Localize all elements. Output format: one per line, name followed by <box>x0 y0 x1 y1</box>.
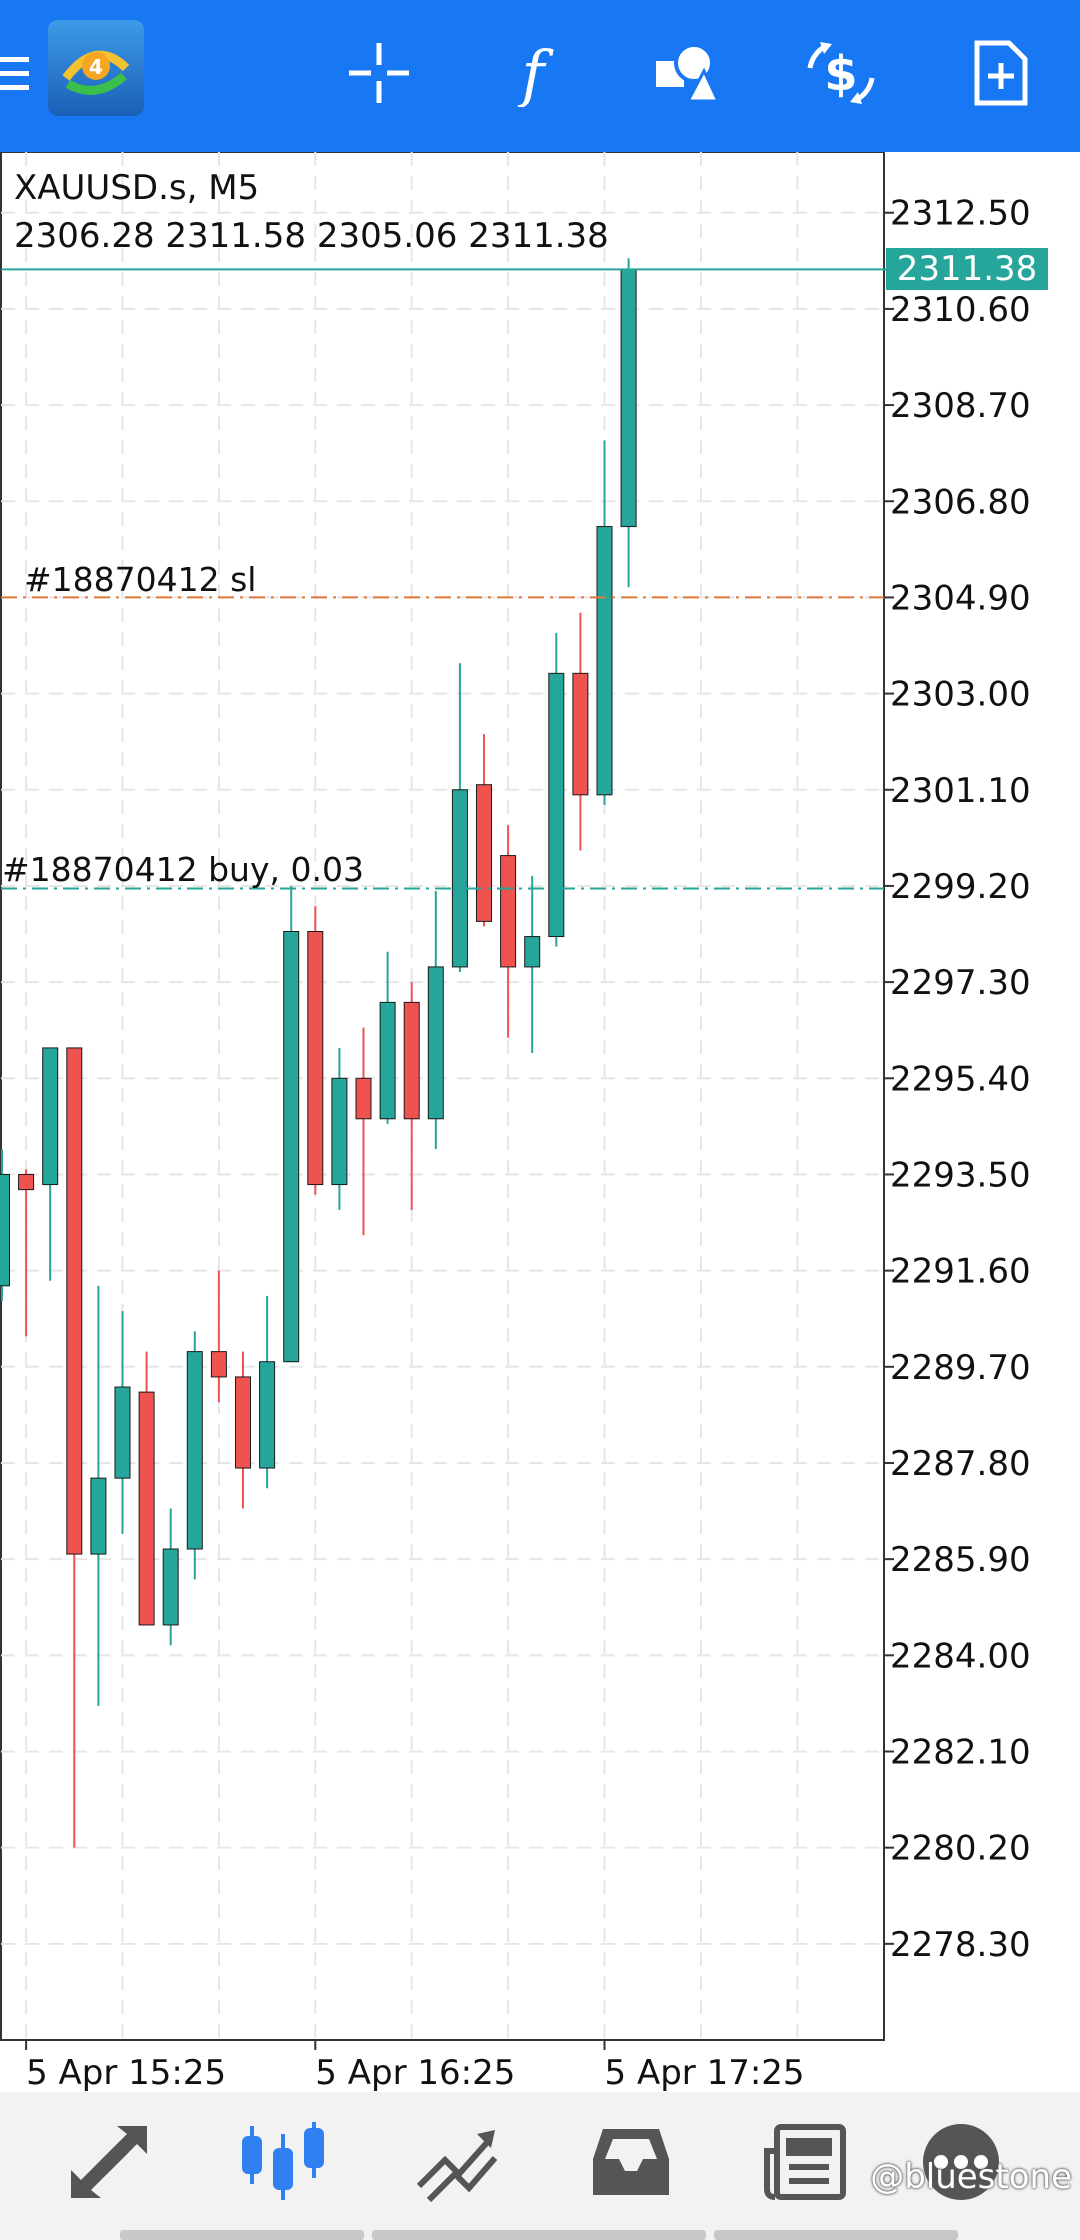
y-axis-label: 2287.80 <box>890 1444 1031 1484</box>
candle-body <box>355 1077 372 1120</box>
candle-body <box>18 1173 35 1191</box>
y-axis-label: 2278.30 <box>890 1925 1031 1965</box>
new-order-icon[interactable] <box>946 18 1056 128</box>
candle-body <box>90 1477 107 1555</box>
y-axis-label: 2284.00 <box>890 1636 1031 1676</box>
candle-body <box>162 1548 179 1626</box>
candle-body <box>427 966 444 1120</box>
y-axis-label: 2310.60 <box>890 290 1031 330</box>
candle-body <box>42 1047 59 1186</box>
ohlc-label: 2306.28 2311.58 2305.06 2311.38 <box>14 216 609 256</box>
chart-icon[interactable] <box>228 2112 338 2212</box>
y-axis-label: 2299.20 <box>890 867 1031 907</box>
quotes-icon[interactable] <box>54 2112 164 2212</box>
y-axis-label: 2293.50 <box>890 1155 1031 1195</box>
candle-body <box>379 1001 396 1120</box>
svg-text:4: 4 <box>89 55 103 79</box>
nav-indicator <box>120 2230 364 2240</box>
symbol-label: XAUUSD.s, M5 <box>14 168 260 208</box>
candle-body <box>210 1351 227 1378</box>
x-axis-label: 5 Apr 16:25 <box>315 2053 515 2092</box>
news-icon[interactable] <box>750 2112 860 2212</box>
crosshair-icon[interactable] <box>324 18 434 128</box>
y-axis-label: 2304.90 <box>890 578 1031 618</box>
candle-body <box>451 789 468 968</box>
svg-text:$: $ <box>824 46 857 102</box>
chart-area[interactable]: 2312.50 2310.60 2308.70 2306.80 2304.90 2303.… <box>0 152 1080 2092</box>
history-icon[interactable] <box>576 2112 686 2212</box>
svg-text:f: f <box>518 39 555 107</box>
y-axis-label: 2303.00 <box>890 675 1031 715</box>
candle-body <box>283 930 300 1363</box>
indicators-icon[interactable]: f <box>478 18 588 128</box>
y-axis-label: 2289.70 <box>890 1348 1031 1388</box>
y-axis-label: 2301.10 <box>890 771 1031 811</box>
candle-body <box>331 1077 348 1186</box>
trading-icon[interactable] <box>402 2112 512 2212</box>
price-chart[interactable]: 2312.50 2310.60 2308.70 2306.80 2304.90 2303.… <box>0 152 1080 2092</box>
menu-icon[interactable] <box>0 18 36 128</box>
trade-icon[interactable]: $ <box>786 18 896 128</box>
buy-position-label: #18870412 buy, 0.03 <box>2 850 364 889</box>
y-axis-label: 2291.60 <box>890 1252 1031 1292</box>
y-axis-label: 2297.30 <box>890 963 1031 1003</box>
metatrader-logo[interactable]: 4 <box>48 20 144 116</box>
y-axis-label: 2285.90 <box>890 1540 1031 1580</box>
candle-body <box>476 784 492 922</box>
nav-indicator <box>714 2230 958 2240</box>
more-icon[interactable] <box>906 2112 1016 2212</box>
y-axis-label: 2295.40 <box>890 1059 1031 1099</box>
current-price-badge: 2311.38 <box>886 248 1048 291</box>
y-axis-label: 2312.50 <box>890 194 1031 234</box>
candle-body <box>259 1361 276 1469</box>
top-toolbar: 4 f $ <box>0 0 1080 152</box>
y-axis-label: 2308.70 <box>890 386 1031 426</box>
candle-body <box>548 672 565 938</box>
y-axis-label: 2282.10 <box>890 1732 1031 1772</box>
candle-body <box>0 1173 10 1287</box>
nav-indicator <box>372 2230 706 2240</box>
bottom-navigation <box>0 2092 1080 2240</box>
x-axis-label: 5 Apr 17:25 <box>605 2053 805 2092</box>
candle-body <box>114 1386 131 1479</box>
y-axis-label: 2280.20 <box>890 1829 1031 1869</box>
candle-body <box>307 930 324 1186</box>
candle-body <box>500 855 517 968</box>
watermark: @bluestone <box>870 2157 1072 2197</box>
candle-body <box>620 268 637 528</box>
y-axis-label: 2306.80 <box>890 482 1031 522</box>
objects-icon[interactable] <box>632 18 742 128</box>
candle-body <box>186 1351 203 1550</box>
candle-body <box>403 1001 420 1120</box>
candle-body <box>235 1376 251 1469</box>
stop-loss-label: #18870412 sl <box>24 560 257 599</box>
candle-body <box>524 936 541 968</box>
candle-body <box>596 526 613 796</box>
candle-body <box>138 1391 155 1626</box>
candle-body <box>66 1047 83 1555</box>
x-axis-label: 5 Apr 15:25 <box>26 2053 226 2092</box>
candle-body <box>572 672 589 796</box>
